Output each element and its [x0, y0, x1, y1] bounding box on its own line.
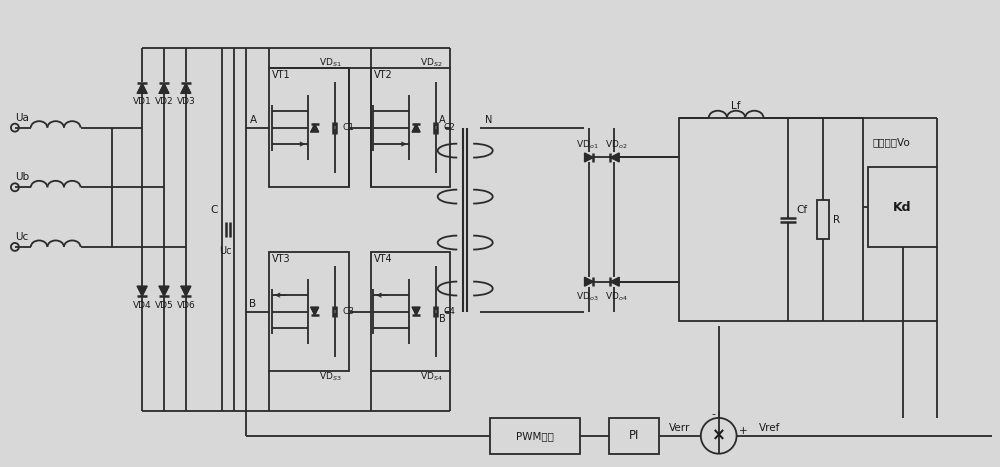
- Text: VD1: VD1: [133, 97, 152, 106]
- Circle shape: [11, 124, 19, 132]
- Text: B: B: [249, 298, 257, 309]
- Text: A: A: [249, 115, 257, 125]
- Text: VD$_{o4}$: VD$_{o4}$: [605, 290, 628, 303]
- Circle shape: [11, 243, 19, 251]
- Bar: [490, 418, 580, 453]
- Text: C: C: [210, 205, 218, 215]
- Polygon shape: [137, 286, 147, 296]
- Polygon shape: [585, 153, 593, 162]
- Text: Verr: Verr: [669, 423, 691, 433]
- Bar: [868, 167, 937, 247]
- Text: VT3: VT3: [272, 254, 291, 264]
- Polygon shape: [610, 153, 619, 162]
- Polygon shape: [412, 307, 420, 315]
- Text: VD$_{o2}$: VD$_{o2}$: [605, 138, 628, 151]
- Polygon shape: [159, 286, 169, 296]
- Text: Uc: Uc: [15, 232, 28, 242]
- Circle shape: [701, 418, 737, 453]
- Bar: [371, 68, 450, 187]
- Text: VD4: VD4: [133, 301, 151, 310]
- Text: VD5: VD5: [155, 301, 173, 310]
- Bar: [679, 118, 863, 321]
- Text: VD$_{S2}$: VD$_{S2}$: [420, 57, 443, 69]
- Text: VT4: VT4: [374, 254, 392, 264]
- Polygon shape: [181, 84, 191, 93]
- Text: C1: C1: [343, 123, 355, 132]
- Text: PWM生成: PWM生成: [516, 431, 554, 441]
- Text: VT1: VT1: [272, 70, 291, 80]
- Text: VD2: VD2: [155, 97, 173, 106]
- Polygon shape: [585, 277, 593, 286]
- Text: A: A: [439, 115, 445, 125]
- Text: Ub: Ub: [15, 172, 29, 182]
- Text: VD$_{S3}$: VD$_{S3}$: [319, 371, 341, 383]
- Text: ×: ×: [712, 427, 726, 445]
- Circle shape: [11, 184, 19, 191]
- Text: VT2: VT2: [374, 70, 393, 80]
- Text: Uc: Uc: [219, 247, 232, 256]
- Bar: [371, 252, 450, 371]
- Bar: [609, 418, 659, 453]
- Text: VD6: VD6: [177, 301, 195, 310]
- Text: B: B: [439, 314, 445, 325]
- Text: N: N: [485, 115, 492, 125]
- Polygon shape: [311, 307, 319, 315]
- Text: Ua: Ua: [15, 113, 29, 123]
- Text: +: +: [739, 426, 748, 436]
- Text: C2: C2: [444, 123, 456, 132]
- Text: VD$_{o3}$: VD$_{o3}$: [576, 290, 599, 303]
- Text: PI: PI: [629, 429, 639, 442]
- Text: VD$_{S1}$: VD$_{S1}$: [319, 57, 341, 69]
- Text: VD$_{o1}$: VD$_{o1}$: [576, 138, 599, 151]
- Text: 采样电压Vo: 采样电压Vo: [873, 138, 911, 148]
- Text: Cf: Cf: [796, 205, 807, 215]
- Text: -: -: [712, 409, 716, 419]
- Text: Lf: Lf: [731, 101, 740, 111]
- Polygon shape: [181, 286, 191, 296]
- Polygon shape: [610, 277, 619, 286]
- Polygon shape: [159, 84, 169, 93]
- Text: C4: C4: [444, 307, 456, 316]
- Polygon shape: [311, 124, 319, 132]
- Polygon shape: [412, 124, 420, 132]
- Bar: [817, 200, 829, 240]
- Bar: [269, 252, 349, 371]
- Text: VD$_{S4}$: VD$_{S4}$: [420, 371, 443, 383]
- Text: C3: C3: [343, 307, 355, 316]
- Bar: [269, 68, 349, 187]
- Text: R: R: [833, 214, 840, 225]
- Text: Vref: Vref: [758, 423, 780, 433]
- Text: Kd: Kd: [893, 201, 912, 214]
- Polygon shape: [137, 84, 147, 93]
- Text: VD3: VD3: [177, 97, 195, 106]
